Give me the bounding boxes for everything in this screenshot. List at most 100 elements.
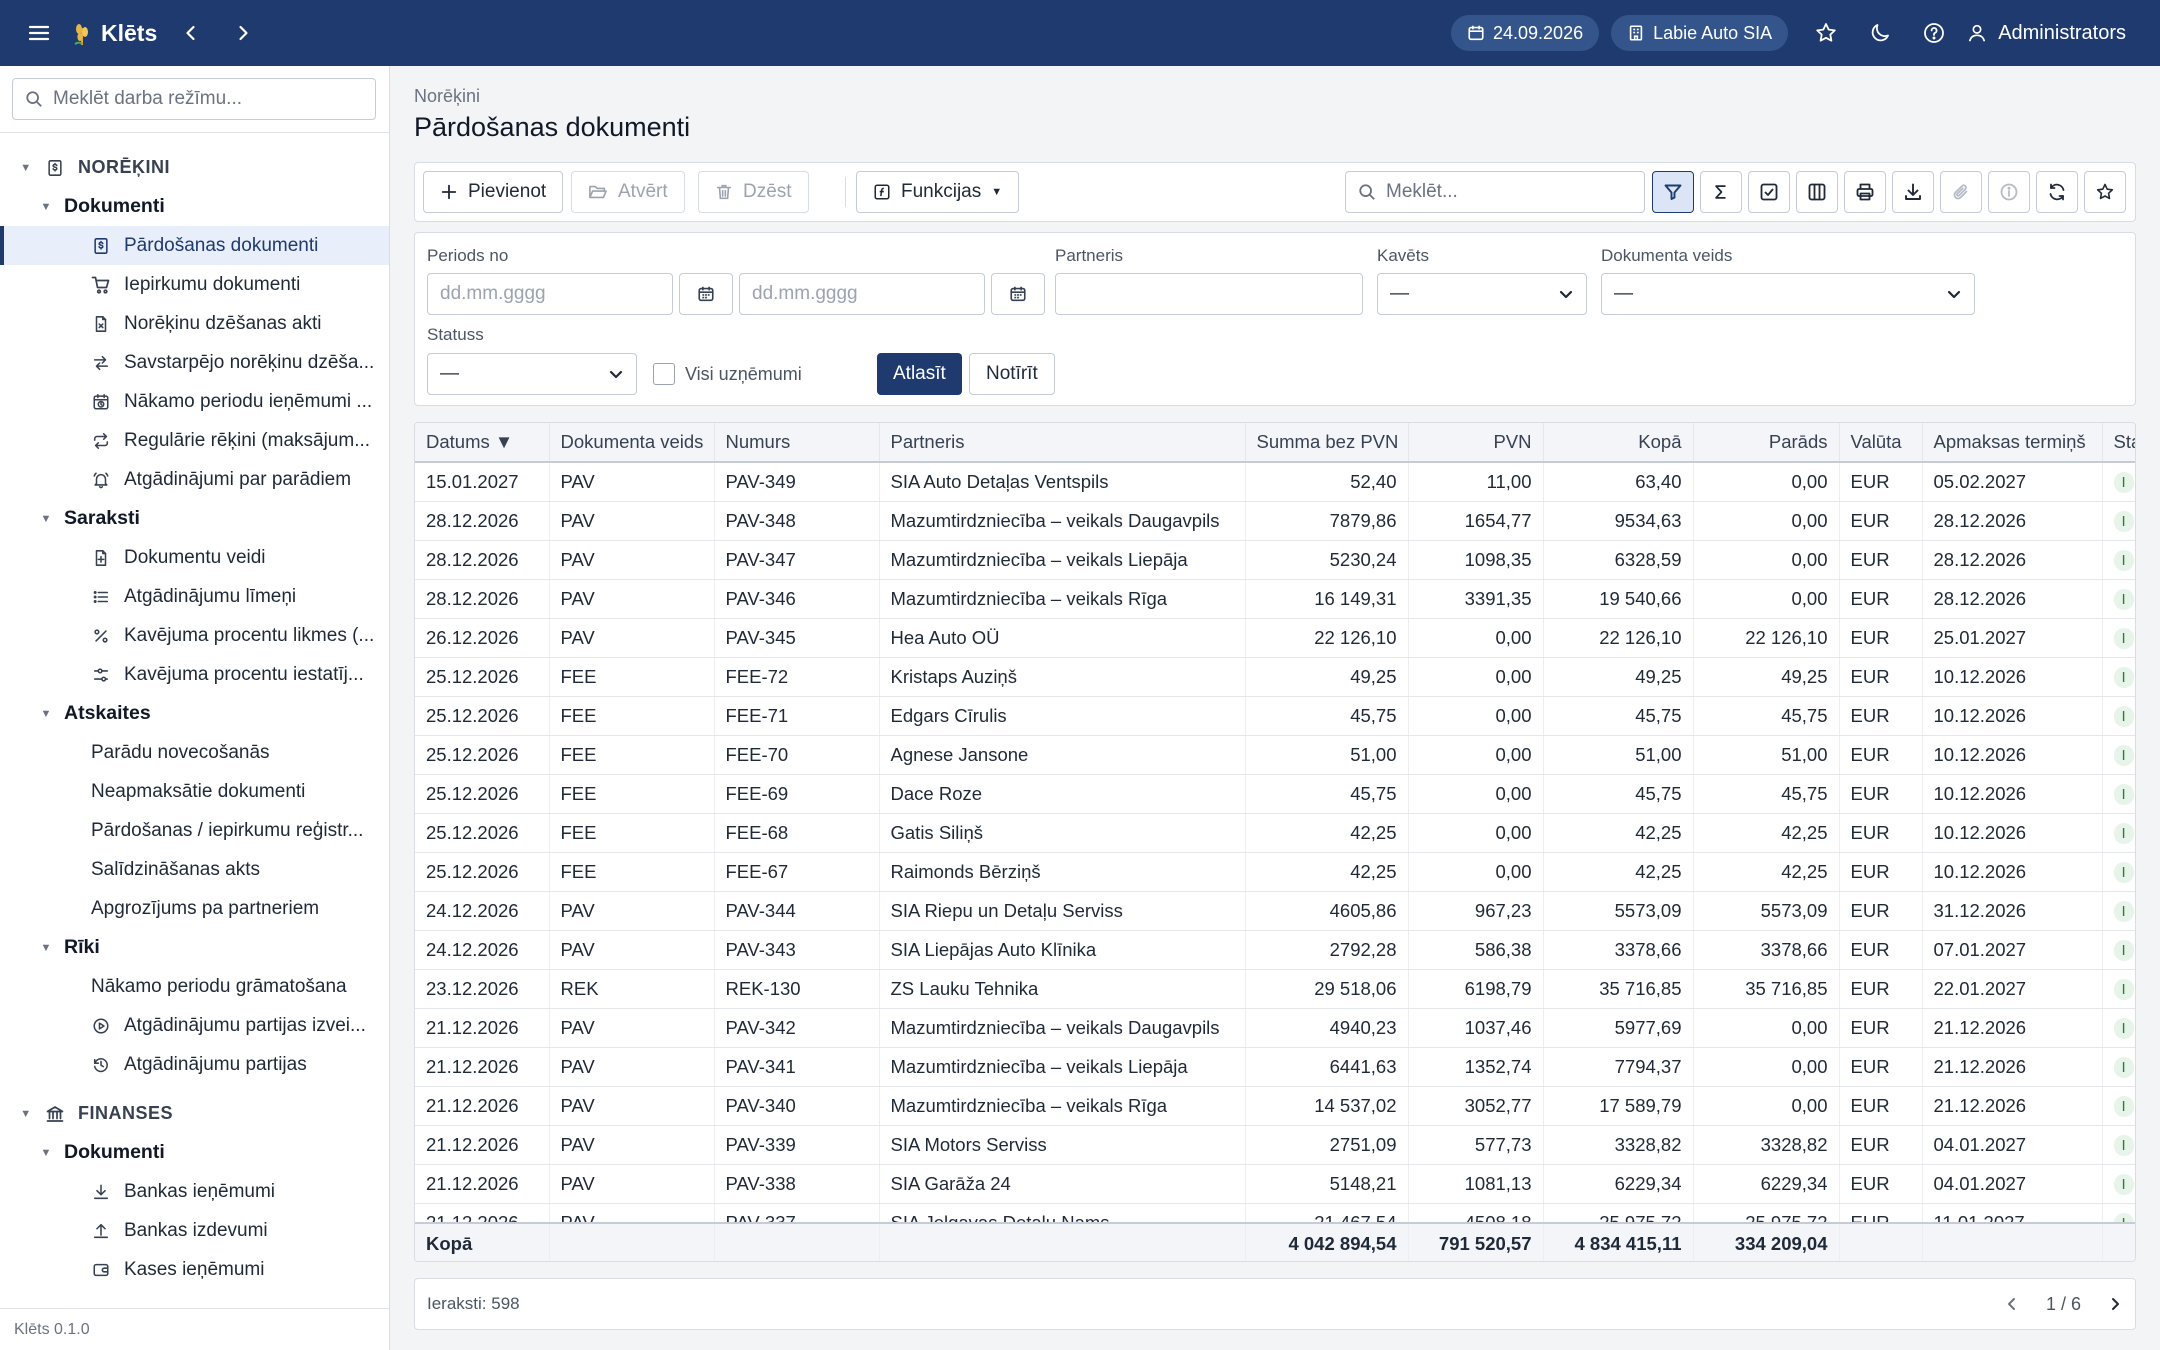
column-header-doc-type[interactable]: Dokumenta veids (549, 423, 715, 463)
back-arrow-icon[interactable] (171, 13, 211, 53)
sidebar-group[interactable]: ▼ Atskaites (0, 694, 389, 733)
period-to-calendar-button[interactable] (991, 273, 1045, 315)
column-header-due-date[interactable]: Apmaksas termiņš (1922, 423, 2103, 463)
doctype-select[interactable]: — (1601, 273, 1975, 315)
period-from-input[interactable]: dd.mm.gggg (427, 273, 673, 315)
sidebar-item[interactable]: Apgrozījums pa partneriem (0, 889, 389, 928)
sidebar-item[interactable]: Norēķinu dzēšanas akti (0, 304, 389, 343)
table-row[interactable]: 25.12.2026 FEE FEE-70 Agnese Jansone 51,00 0,… (415, 735, 2135, 775)
menu-icon[interactable] (19, 13, 59, 53)
column-header-vat[interactable]: PVN (1408, 423, 1544, 463)
user-menu[interactable]: Administrators (1966, 22, 2126, 45)
table-row[interactable]: 21.12.2026 PAV PAV-338 SIA Garāža 24 5148,21… (415, 1164, 2135, 1204)
star-icon[interactable] (1806, 13, 1846, 53)
company-pill[interactable]: Labie Auto SIA (1611, 15, 1789, 51)
period-from-calendar-button[interactable] (679, 273, 733, 315)
open-button[interactable]: Atvērt (571, 171, 685, 213)
sidebar-item[interactable]: Atgādinājumi par parādiem (0, 460, 389, 499)
table-row[interactable]: 15.01.2027 PAV PAV-349 SIA Auto Detaļas Ven… (415, 462, 2135, 502)
sidebar-item[interactable]: Kases ieņēmumi (0, 1250, 389, 1289)
period-to-input[interactable]: dd.mm.gggg (739, 273, 985, 315)
column-header-total[interactable]: Kopā (1543, 423, 1694, 463)
caret-down-icon[interactable]: ▼ (40, 512, 52, 525)
table-row[interactable]: 21.12.2026 PAV PAV-339 SIA Motors Serviss 27… (415, 1125, 2135, 1165)
caret-down-icon[interactable]: ▼ (20, 161, 32, 174)
caret-down-icon[interactable]: ▼ (40, 1146, 52, 1159)
sidebar-item[interactable]: Pārdošanas dokumenti (0, 226, 389, 265)
sidebar-search-input[interactable]: Meklēt darba režīmu... (12, 78, 376, 120)
column-header-partner[interactable]: Partneris (879, 423, 1246, 463)
info-button[interactable] (1988, 171, 2030, 213)
column-header-net[interactable]: Summa bez PVN (1245, 423, 1409, 463)
sidebar-item[interactable]: Iepirkumu dokumenti (0, 265, 389, 304)
sidebar-item[interactable]: Salīdzināšanas akts (0, 850, 389, 889)
caret-down-icon[interactable]: ▼ (20, 1107, 32, 1120)
moon-icon[interactable] (1860, 13, 1900, 53)
column-header-date[interactable]: Datums ▼ (415, 423, 550, 463)
table-row[interactable]: 21.12.2026 PAV PAV-341 Mazumtirdzniecība – … (415, 1047, 2135, 1087)
table-row[interactable]: 24.12.2026 PAV PAV-344 SIA Riepu un Detaļu … (415, 891, 2135, 931)
add-button[interactable]: Pievienot (423, 171, 564, 213)
sidebar-item[interactable]: Pārdošanas / iepirkumu reģistr... (0, 811, 389, 850)
sidebar-item[interactable]: Bankas ieņēmumi (0, 1172, 389, 1211)
refresh-button[interactable] (2036, 171, 2078, 213)
table-row[interactable]: 28.12.2026 PAV PAV-346 Mazumtirdzniecība – … (415, 579, 2135, 619)
column-header-status[interactable]: Sta (2102, 423, 2135, 463)
apply-filter-button[interactable]: Atlasīt (877, 353, 962, 395)
caret-down-icon[interactable]: ▼ (40, 200, 52, 213)
favorite-button[interactable] (2084, 171, 2126, 213)
forward-arrow-icon[interactable] (223, 13, 263, 53)
sidebar-section-finanses[interactable]: ▼ FINANSES (0, 1094, 389, 1133)
sidebar-item[interactable]: Savstarpējo norēķinu dzēša... (0, 343, 389, 382)
sum-button[interactable] (1700, 171, 1742, 213)
table-row[interactable]: 21.12.2026 PAV PAV-342 Mazumtirdzniecība – … (415, 1008, 2135, 1048)
sidebar-item[interactable]: Neapmaksātie dokumenti (0, 772, 389, 811)
table-row[interactable]: 25.12.2026 FEE FEE-67 Raimonds Bērziņš 42,25… (415, 852, 2135, 892)
sidebar-item[interactable]: Atgādinājumu partijas (0, 1045, 389, 1084)
table-row[interactable]: 25.12.2026 FEE FEE-68 Gatis Siliņš 42,25 0,00… (415, 813, 2135, 853)
sidebar-item[interactable]: Regulārie rēķini (maksājum... (0, 421, 389, 460)
print-button[interactable] (1844, 171, 1886, 213)
column-header-debt[interactable]: Parāds (1693, 423, 1840, 463)
delete-button[interactable]: Dzēst (698, 171, 809, 213)
column-header-number[interactable]: Numurs (714, 423, 880, 463)
sidebar-item[interactable]: Kavējuma procentu iestatīj... (0, 655, 389, 694)
sidebar-item[interactable]: Bankas izdevumi (0, 1211, 389, 1250)
sidebar-group[interactable]: ▼ Rīki (0, 928, 389, 967)
table-row[interactable]: 25.12.2026 FEE FEE-71 Edgars Cīrulis 45,75 0,… (415, 696, 2135, 736)
breadcrumb[interactable]: Norēķini (414, 86, 481, 106)
table-row[interactable]: 28.12.2026 PAV PAV-348 Mazumtirdzniecība – … (415, 501, 2135, 541)
help-icon[interactable] (1914, 13, 1954, 53)
work-date-pill[interactable]: 24.09.2026 (1451, 15, 1600, 51)
sidebar-item[interactable]: Parādu novecošanās (0, 733, 389, 772)
table-row[interactable]: 23.12.2026 REK REK-130 ZS Lauku Tehnika 29 5… (415, 969, 2135, 1009)
next-page-icon[interactable] (2107, 1296, 2123, 1312)
columns-button[interactable] (1796, 171, 1838, 213)
table-row[interactable]: 26.12.2026 PAV PAV-345 Hea Auto OÜ 22 126,10… (415, 618, 2135, 658)
select-button[interactable] (1748, 171, 1790, 213)
partner-input[interactable] (1055, 273, 1363, 315)
overdue-select[interactable]: — (1377, 273, 1587, 315)
table-search-input[interactable]: Meklēt... (1345, 171, 1645, 213)
sidebar-group[interactable]: ▼ Saraksti (0, 499, 389, 538)
sidebar-item[interactable]: Nākamo periodu grāmatošana (0, 967, 389, 1006)
prev-page-icon[interactable] (2004, 1296, 2020, 1312)
sidebar-section-norēķini[interactable]: ▼ NORĒĶINI (0, 148, 389, 187)
caret-down-icon[interactable]: ▼ (40, 707, 52, 720)
sidebar-item[interactable]: Dokumentu veidi (0, 538, 389, 577)
sidebar-item[interactable]: Atgādinājumu līmeņi (0, 577, 389, 616)
table-row[interactable]: 25.12.2026 FEE FEE-69 Dace Roze 45,75 0,00 45,… (415, 774, 2135, 814)
table-row[interactable]: 25.12.2026 FEE FEE-72 Kristaps Auziņš 49,25 0… (415, 657, 2135, 697)
sidebar-item[interactable]: Kavējuma procentu likmes (... (0, 616, 389, 655)
export-button[interactable] (1892, 171, 1934, 213)
sidebar-item[interactable]: Nākamo periodu ieņēmumi ... (0, 382, 389, 421)
clear-filter-button[interactable]: Notīrīt (969, 353, 1055, 395)
sidebar-item[interactable]: Atgādinājumu partijas izvei... (0, 1006, 389, 1045)
table-row[interactable]: 24.12.2026 PAV PAV-343 SIA Liepājas Auto Kl… (415, 930, 2135, 970)
column-header-currency[interactable]: Valūta (1839, 423, 1923, 463)
filter-button[interactable] (1652, 171, 1694, 213)
table-row[interactable]: 28.12.2026 PAV PAV-347 Mazumtirdzniecība – … (415, 540, 2135, 580)
attachment-button[interactable] (1940, 171, 1982, 213)
checkbox-box[interactable] (653, 363, 675, 385)
sidebar-group[interactable]: ▼ Dokumenti (0, 1133, 389, 1172)
